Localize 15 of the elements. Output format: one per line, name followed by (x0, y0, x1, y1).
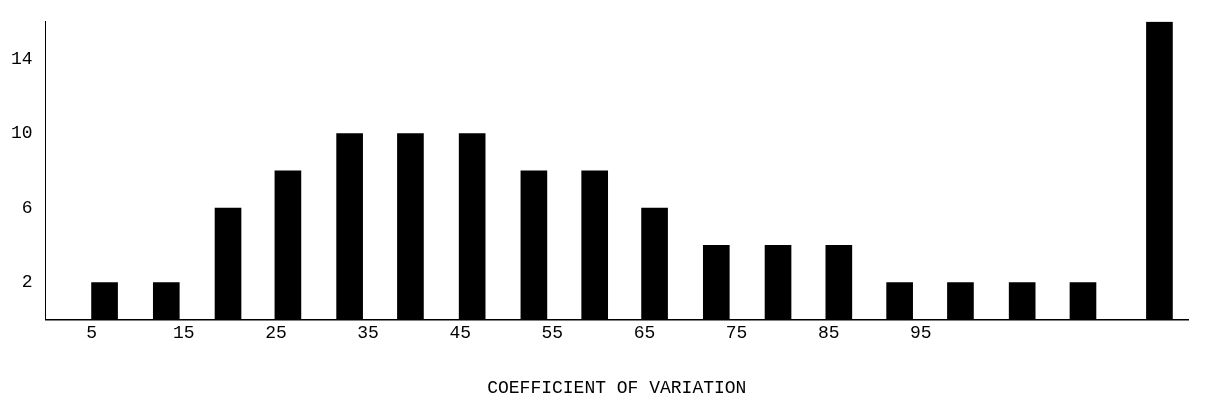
x-tick-label: 85 (817, 323, 840, 344)
x-axis-title: COEFFICIENT OF VARIATION (487, 377, 747, 398)
x-tick-label: 65 (633, 323, 656, 344)
y-tick-label: 2 (21, 272, 33, 293)
x-tick-label: 25 (265, 323, 287, 344)
x-tick-label: 15 (172, 323, 195, 344)
y-tick-label: 14 (10, 48, 33, 69)
x-tick-label: 45 (449, 323, 471, 344)
y-tick-label: 6 (21, 197, 33, 218)
y-tick-label: 10 (10, 123, 33, 144)
x-tick-label: 35 (357, 323, 379, 344)
x-tick-label: 75 (725, 323, 748, 344)
x-tick-label: 55 (541, 323, 564, 344)
x-tick-label: 95 (910, 323, 932, 344)
x-tick-label: 5 (86, 323, 98, 344)
